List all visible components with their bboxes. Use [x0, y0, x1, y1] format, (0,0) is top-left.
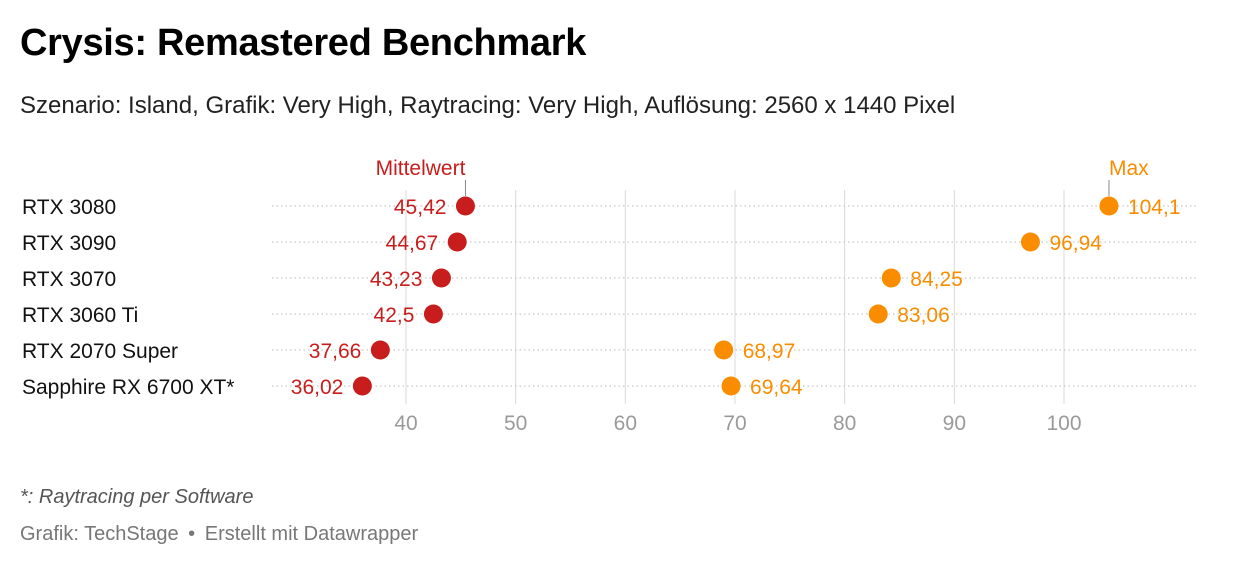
x-tick-label: 50	[504, 412, 527, 435]
category-label: Sapphire RX 6700 XT*	[22, 376, 234, 399]
mean-dot	[455, 196, 475, 216]
category-label: RTX 3060 Ti	[22, 304, 138, 327]
source-label: Grafik: TechStage	[20, 523, 179, 545]
mean-value-label: 37,66	[309, 340, 362, 363]
x-tick-label: 100	[1046, 412, 1081, 435]
max-legend-label: Max	[1109, 157, 1149, 180]
mean-value-label: 42,5	[374, 304, 415, 327]
category-label: RTX 3080	[22, 196, 116, 219]
x-tick-label: 60	[614, 412, 637, 435]
x-tick-label: 70	[723, 412, 746, 435]
x-tick-label: 90	[943, 412, 966, 435]
footnote: *: Raytracing per Software	[20, 486, 254, 508]
max-dot	[721, 376, 741, 396]
credit-label: Erstellt mit Datawrapper	[204, 523, 419, 545]
mean-value-label: 44,67	[386, 232, 439, 255]
x-tick-label: 40	[394, 412, 417, 435]
max-dot	[868, 304, 888, 324]
category-label: RTX 3090	[22, 232, 116, 255]
max-value-label: 84,25	[910, 268, 963, 291]
max-value-label: 68,97	[743, 340, 796, 363]
mean-value-label: 36,02	[291, 376, 344, 399]
max-dot	[1099, 196, 1119, 216]
max-value-label: 104,1	[1128, 196, 1181, 219]
mean-value-label: 45,42	[394, 196, 447, 219]
chart-footer: Grafik: TechStage • Erstellt mit Datawra…	[20, 523, 418, 546]
mean-dot	[370, 340, 390, 360]
max-dot	[881, 268, 901, 288]
chart-subtitle: Szenario: Island, Grafik: Very High, Ray…	[20, 92, 956, 119]
category-label: RTX 2070 Super	[22, 340, 178, 363]
max-value-label: 96,94	[1049, 232, 1102, 255]
mean-dot	[431, 268, 451, 288]
mean-value-label: 43,23	[370, 268, 423, 291]
mean-dot	[352, 376, 372, 396]
max-value-label: 69,64	[750, 376, 803, 399]
category-label: RTX 3070	[22, 268, 116, 291]
mean-dot	[447, 232, 467, 252]
max-value-label: 83,06	[897, 304, 950, 327]
mean-dot	[423, 304, 443, 324]
max-dot	[1020, 232, 1040, 252]
max-dot	[714, 340, 734, 360]
mean-legend-label: Mittelwert	[376, 157, 466, 180]
footer-separator: •	[188, 523, 196, 545]
chart-title: Crysis: Remastered Benchmark	[20, 22, 587, 64]
x-tick-label: 80	[833, 412, 856, 435]
